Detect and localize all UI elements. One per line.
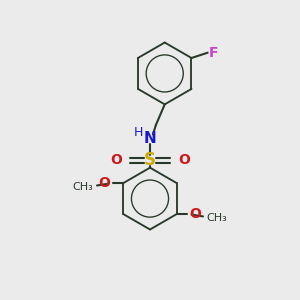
Text: CH₃: CH₃ bbox=[72, 182, 93, 192]
Text: S: S bbox=[144, 151, 156, 169]
Text: CH₃: CH₃ bbox=[207, 213, 228, 223]
Text: H: H bbox=[134, 126, 143, 140]
Text: O: O bbox=[178, 153, 190, 167]
Text: F: F bbox=[209, 46, 218, 60]
Text: O: O bbox=[110, 153, 122, 167]
Text: N: N bbox=[144, 131, 156, 146]
Text: O: O bbox=[98, 176, 110, 190]
Text: O: O bbox=[190, 207, 202, 221]
